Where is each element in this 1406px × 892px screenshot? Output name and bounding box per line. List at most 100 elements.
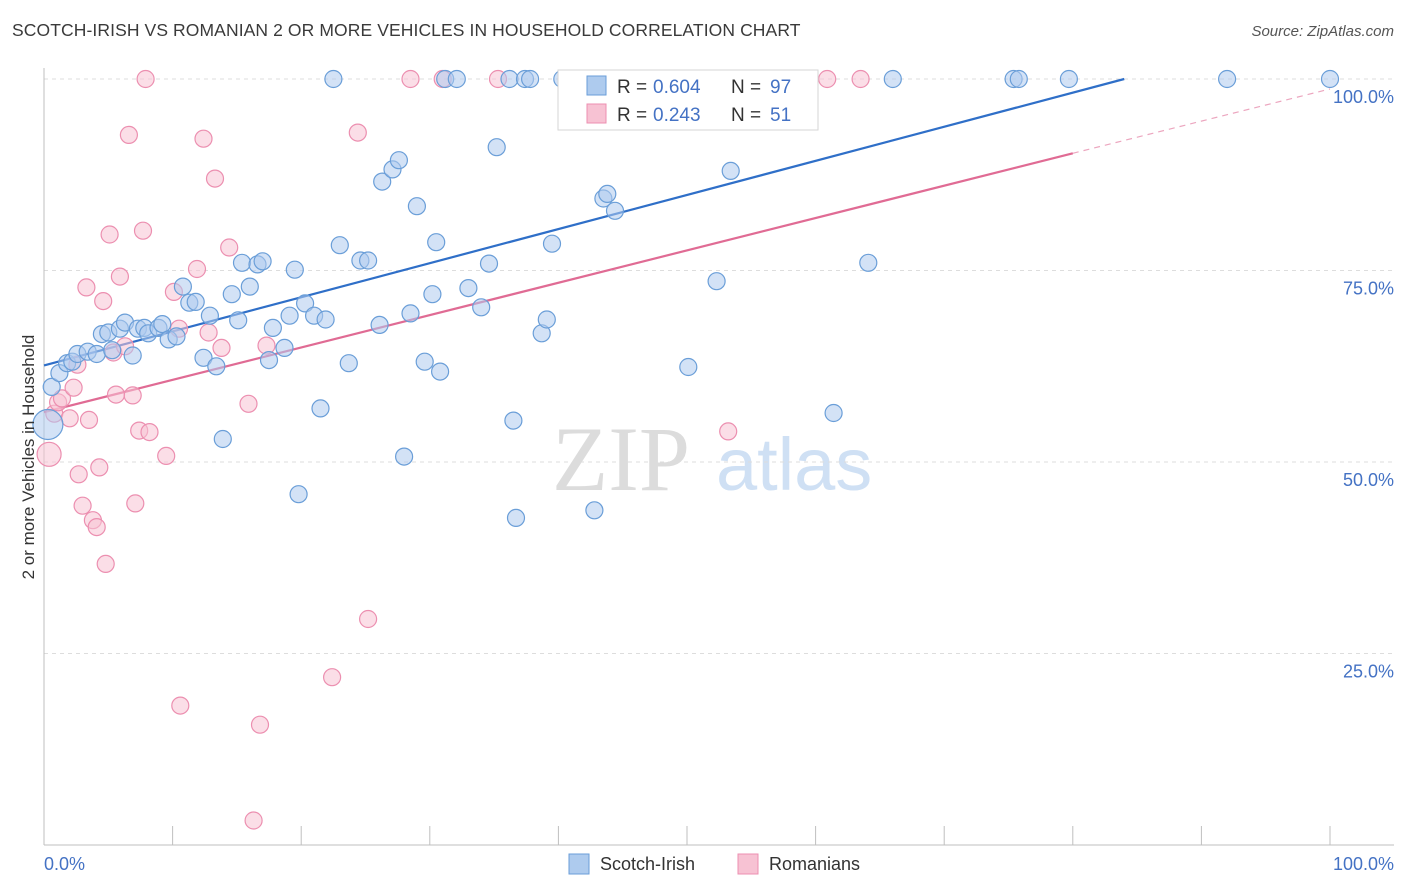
point-scotch-irish — [200, 306, 219, 325]
point-scotch-irish — [598, 184, 617, 203]
point-scotch-irish — [472, 298, 491, 317]
point-romanians — [157, 446, 176, 465]
point-scotch-irish — [370, 315, 389, 334]
point-romanians — [348, 123, 367, 142]
point-romanians — [60, 409, 79, 428]
point-scotch-irish — [186, 292, 205, 311]
point-scotch-irish — [389, 151, 408, 170]
bottom-legend-swatch-scotch-irish — [568, 853, 590, 875]
point-scotch-irish — [506, 508, 526, 528]
point-romanians — [187, 259, 207, 279]
point-scotch-irish — [240, 277, 259, 296]
point-scotch-irish — [1217, 69, 1237, 89]
point-scotch-irish — [1320, 69, 1340, 89]
data-points — [32, 69, 1340, 830]
legend-r-label: R = — [617, 105, 647, 126]
point-romanians — [123, 386, 142, 405]
legend-n-label: N = — [731, 77, 761, 98]
point-scotch-irish — [824, 403, 843, 423]
point-scotch-irish — [407, 197, 426, 216]
point-scotch-irish — [859, 253, 878, 272]
point-scotch-irish — [542, 234, 562, 253]
x-ticks — [43, 826, 1331, 845]
point-romanians — [359, 609, 378, 629]
grid — [44, 78, 1394, 654]
point-romanians — [239, 394, 258, 413]
x-tick-label-min: 0.0% — [44, 854, 85, 874]
point-scotch-irish — [324, 69, 343, 89]
point-scotch-irish — [585, 501, 604, 520]
point-romanians — [244, 811, 263, 830]
point-scotch-irish — [679, 357, 698, 377]
point-romanians — [73, 496, 92, 515]
point-scotch-irish — [373, 172, 392, 191]
source-label: Source: ZipAtlas.com — [1251, 23, 1394, 40]
point-romanians — [140, 423, 159, 442]
point-scotch-irish — [259, 351, 279, 370]
point-romanians — [106, 385, 126, 404]
point-romanians — [136, 69, 155, 89]
point-scotch-irish — [167, 327, 186, 346]
point-scotch-irish — [537, 310, 556, 329]
point-scotch-irish — [103, 341, 122, 360]
point-scotch-irish — [263, 318, 282, 337]
point-scotch-irish — [232, 253, 252, 272]
legend-swatch-scotch-irish — [586, 75, 607, 96]
y-axis-label: 2 or more Vehicles in Household — [19, 335, 38, 580]
bottom-legend-swatch-romanians — [737, 853, 759, 875]
point-scotch-irish — [447, 69, 466, 89]
point-romanians — [36, 441, 62, 467]
point-scotch-irish — [707, 272, 726, 291]
point-scotch-irish — [479, 254, 499, 273]
point-scotch-irish — [330, 236, 349, 255]
legend-n-value-romanians: 51 — [770, 105, 791, 126]
y-tick-label-75: 75.0% — [1343, 279, 1394, 299]
trend-line-extension-romanians — [1072, 88, 1331, 154]
legend-r-value-scotch-irish: 0.604 — [653, 77, 701, 98]
point-scotch-irish — [42, 377, 61, 396]
point-romanians — [212, 338, 231, 357]
point-scotch-irish — [123, 346, 142, 365]
point-romanians — [77, 278, 96, 297]
legend-n-label: N = — [731, 105, 761, 126]
legend-r-label: R = — [617, 77, 647, 98]
point-scotch-irish — [280, 306, 299, 325]
point-romanians — [401, 69, 420, 89]
y-tick-labels: 25.0% 50.0% 75.0% 100.0% — [1333, 87, 1394, 682]
point-scotch-irish — [285, 260, 304, 279]
point-scotch-irish — [395, 447, 414, 466]
point-scotch-irish — [359, 251, 378, 270]
point-scotch-irish — [173, 277, 192, 296]
point-scotch-irish — [427, 233, 446, 252]
point-romanians — [52, 389, 72, 408]
point-scotch-irish — [504, 411, 523, 430]
point-scotch-irish — [401, 304, 420, 323]
series-legend: Scotch-Irish Romanians — [568, 853, 860, 875]
point-romanians — [220, 238, 239, 257]
point-romanians — [323, 668, 342, 687]
point-scotch-irish — [32, 408, 64, 441]
point-scotch-irish — [222, 285, 241, 304]
point-scotch-irish — [229, 311, 248, 330]
point-romanians — [126, 494, 145, 513]
watermark-atlas: atlas — [716, 423, 872, 506]
point-scotch-irish — [1059, 69, 1079, 89]
point-romanians — [90, 458, 109, 477]
point-scotch-irish — [207, 357, 226, 376]
point-scotch-irish — [459, 279, 478, 298]
point-romanians — [96, 554, 115, 574]
legend-swatch-romanians — [586, 103, 607, 124]
x-tick-label-max: 100.0% — [1333, 854, 1394, 874]
point-romanians — [851, 69, 870, 89]
point-scotch-irish — [153, 315, 172, 334]
correlation-legend: R = 0.604 N = 97 R = 0.243 N = 51 — [557, 69, 819, 131]
point-scotch-irish — [339, 354, 358, 373]
point-scotch-irish — [194, 348, 213, 367]
y-tick-label-50: 50.0% — [1343, 470, 1394, 490]
point-romanians — [719, 422, 738, 441]
point-romanians — [64, 378, 83, 397]
point-scotch-irish — [431, 362, 450, 381]
point-romanians — [818, 69, 837, 89]
y-tick-label-25: 25.0% — [1343, 662, 1394, 682]
